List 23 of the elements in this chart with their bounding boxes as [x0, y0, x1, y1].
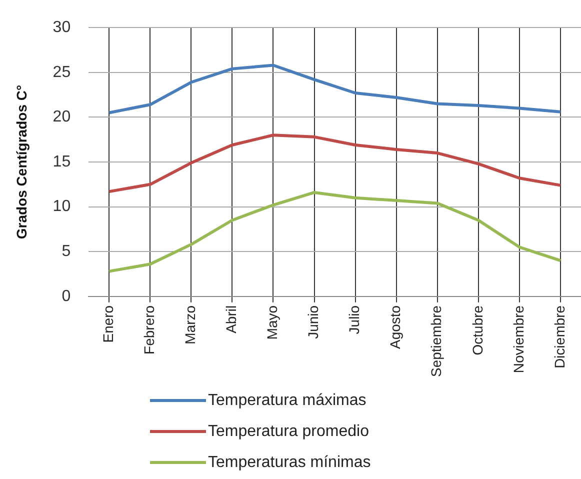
x-tick-label: Noviembre: [510, 305, 526, 374]
x-tick-label: Diciembre: [551, 305, 568, 368]
y-tick-label: 15: [52, 153, 71, 170]
y-axis-title: Grados Centígrados C°: [13, 84, 30, 240]
x-tick-label: Abril: [223, 305, 240, 334]
x-tick-label: Febrero: [141, 305, 158, 354]
y-tick-label: 25: [52, 64, 71, 81]
x-tick-label: Septiembre: [428, 305, 444, 377]
x-tick-label: Agosto: [387, 305, 404, 349]
x-tick-label: Julio: [346, 305, 362, 334]
y-tick-label: 10: [52, 198, 71, 216]
legend-label: Temperaturas mínimas: [208, 454, 371, 472]
x-tick-label: Enero: [100, 305, 116, 343]
x-tick-label: Mayo: [264, 305, 280, 340]
y-tick-label: 0: [62, 288, 71, 305]
y-tick-label: 30: [52, 19, 71, 36]
legend-label: Temperatura máximas: [208, 392, 366, 410]
x-tick-label: Marzo: [182, 305, 198, 344]
y-tick-label: 5: [62, 243, 71, 260]
x-tick-label: Junio: [305, 305, 322, 339]
legend-label: Temperatura promedio: [208, 422, 369, 440]
x-tick-label: Octubre: [469, 305, 486, 356]
y-tick-label: 20: [52, 108, 71, 126]
